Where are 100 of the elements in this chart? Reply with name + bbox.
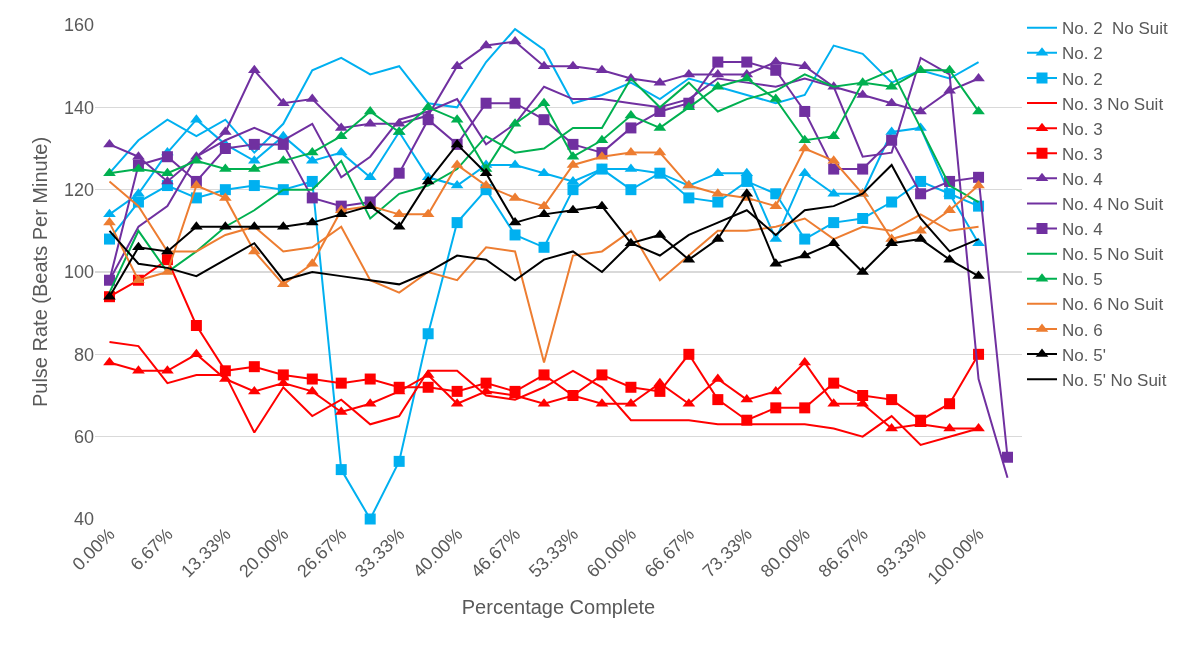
point <box>219 184 231 196</box>
point <box>248 138 260 150</box>
point <box>769 385 783 395</box>
point <box>422 381 434 393</box>
point <box>712 56 724 68</box>
point <box>712 394 724 406</box>
point <box>566 175 580 185</box>
point <box>161 175 174 185</box>
point <box>363 105 377 115</box>
y-tick-label: 60 <box>73 426 94 447</box>
point <box>567 138 579 150</box>
point <box>103 208 116 218</box>
point <box>885 422 898 432</box>
point <box>943 64 956 74</box>
point <box>190 320 202 332</box>
point <box>451 217 463 229</box>
point <box>247 64 261 74</box>
point <box>480 377 492 389</box>
point <box>305 385 319 395</box>
point <box>509 385 521 397</box>
point <box>248 361 260 373</box>
point <box>132 241 145 251</box>
point <box>943 422 956 432</box>
point <box>973 171 985 183</box>
point <box>886 196 898 208</box>
point <box>625 122 637 134</box>
y-axis-title: Pulse Rate (Beats Per Minute) <box>29 136 52 408</box>
legend-label: No. 2 <box>1062 69 1103 89</box>
point <box>915 188 927 200</box>
point <box>161 245 174 255</box>
point <box>538 369 550 381</box>
point <box>595 134 609 144</box>
point <box>248 180 260 192</box>
y-tick-label: 140 <box>63 97 94 118</box>
point <box>363 171 377 181</box>
point <box>538 241 550 253</box>
point <box>770 402 782 414</box>
point <box>682 101 696 111</box>
legend-label: No. 2 No Suit <box>1062 19 1169 39</box>
y-tick-label: 100 <box>63 262 94 283</box>
legend-label: No. 3 No Suit <box>1062 94 1164 114</box>
point <box>393 167 405 179</box>
point <box>712 196 724 208</box>
point <box>335 377 347 389</box>
point <box>914 105 927 115</box>
point <box>247 385 261 395</box>
point <box>625 381 637 393</box>
point <box>741 56 753 68</box>
point <box>798 134 812 144</box>
point <box>683 348 695 360</box>
point <box>741 414 753 426</box>
y-tick-label: 160 <box>63 15 94 36</box>
legend-label: No. 4 <box>1062 169 1103 189</box>
point <box>509 97 521 109</box>
point <box>567 184 579 196</box>
legend-label: No. 5' <box>1062 345 1106 365</box>
legend-label: No. 6 <box>1062 320 1103 340</box>
point <box>277 138 289 150</box>
legend-label: No. 4 <box>1062 220 1103 240</box>
point <box>857 163 869 175</box>
legend-label: No. 5 <box>1062 270 1103 290</box>
point <box>508 35 522 45</box>
point <box>682 68 696 78</box>
point <box>421 101 435 111</box>
point <box>306 192 318 204</box>
point <box>306 373 318 385</box>
legend-label: No. 4 No Suit <box>1062 195 1164 215</box>
point <box>538 114 550 126</box>
y-tick-label: 80 <box>73 344 94 365</box>
point <box>595 64 609 74</box>
point <box>247 245 261 255</box>
point <box>277 369 289 381</box>
point <box>190 348 203 358</box>
point <box>799 402 811 414</box>
point <box>393 455 405 467</box>
point <box>421 208 435 218</box>
point <box>509 229 521 241</box>
point <box>1002 451 1014 463</box>
point <box>857 390 869 401</box>
point <box>364 513 376 525</box>
point <box>219 143 231 154</box>
point <box>393 381 405 393</box>
point <box>886 394 898 406</box>
point <box>654 385 666 397</box>
point <box>770 188 782 200</box>
point <box>421 175 435 185</box>
point <box>828 163 840 175</box>
point <box>799 105 811 117</box>
point <box>422 328 434 340</box>
point <box>741 175 753 187</box>
point <box>451 385 463 397</box>
point <box>392 208 406 218</box>
point <box>276 278 290 288</box>
point <box>654 105 666 117</box>
legend-label: No. 6 No Suit <box>1062 295 1164 315</box>
point <box>770 64 782 76</box>
y-tick-label: 40 <box>73 509 94 530</box>
point <box>219 365 231 377</box>
point <box>422 114 434 126</box>
point <box>306 175 318 187</box>
